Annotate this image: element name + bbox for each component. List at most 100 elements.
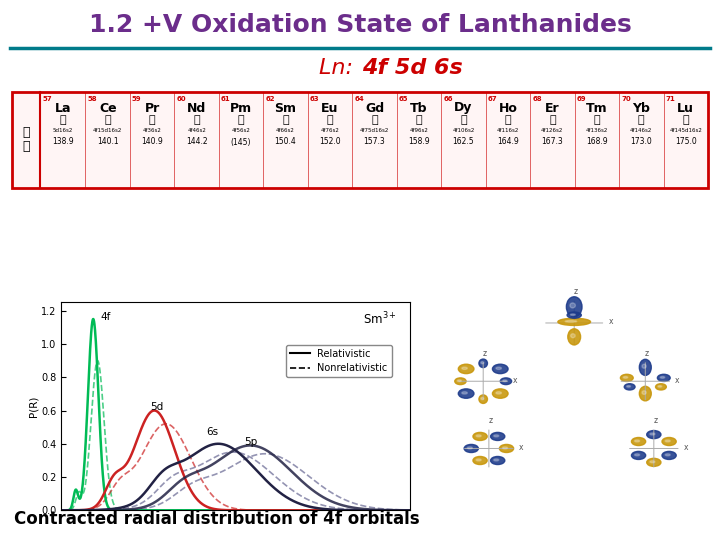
Text: 5p: 5p: [245, 437, 258, 447]
Text: Pr: Pr: [145, 102, 160, 114]
Ellipse shape: [558, 318, 590, 326]
Text: 63: 63: [310, 96, 320, 102]
Text: 镱: 镱: [638, 115, 644, 125]
Text: Lu: Lu: [678, 102, 694, 114]
Text: 65: 65: [399, 96, 408, 102]
Text: Tm: Tm: [586, 102, 608, 114]
Text: 镝: 镝: [460, 115, 467, 125]
Text: 4f56s2: 4f56s2: [232, 129, 251, 133]
Ellipse shape: [647, 458, 661, 467]
Text: (145): (145): [231, 138, 251, 146]
Text: 69: 69: [577, 96, 586, 102]
Text: 4f136s2: 4f136s2: [585, 129, 608, 133]
Text: 镧: 镧: [22, 126, 30, 139]
Ellipse shape: [650, 461, 655, 463]
Text: 167.3: 167.3: [541, 138, 563, 146]
Ellipse shape: [464, 444, 478, 453]
Text: 150.4: 150.4: [275, 138, 297, 146]
Ellipse shape: [621, 374, 633, 381]
Ellipse shape: [479, 395, 487, 403]
Text: 58: 58: [87, 96, 97, 102]
Text: Eu: Eu: [321, 102, 338, 114]
Ellipse shape: [492, 389, 508, 399]
Text: Ho: Ho: [498, 102, 518, 114]
Ellipse shape: [455, 378, 466, 384]
Text: 钷: 钷: [238, 115, 244, 125]
Ellipse shape: [660, 376, 665, 379]
Text: 157.3: 157.3: [364, 138, 385, 146]
Text: z: z: [653, 416, 657, 425]
Ellipse shape: [565, 320, 577, 322]
Text: z: z: [482, 349, 487, 357]
Text: 152.0: 152.0: [319, 138, 341, 146]
Ellipse shape: [479, 359, 487, 368]
Text: Nd: Nd: [187, 102, 206, 114]
Text: 4f66s2: 4f66s2: [276, 129, 295, 133]
Ellipse shape: [481, 397, 484, 400]
Text: 4f15d16s2: 4f15d16s2: [93, 129, 122, 133]
Text: 4f 5d 6s: 4f 5d 6s: [362, 58, 463, 78]
Ellipse shape: [503, 380, 507, 382]
Text: x: x: [684, 443, 688, 452]
Text: 68: 68: [532, 96, 541, 102]
Text: Pm: Pm: [230, 102, 252, 114]
Text: 5d16s2: 5d16s2: [53, 129, 73, 133]
Text: 4f46s2: 4f46s2: [187, 129, 206, 133]
Text: x: x: [518, 443, 523, 452]
Ellipse shape: [473, 456, 487, 464]
Ellipse shape: [642, 391, 646, 394]
Text: 4f36s2: 4f36s2: [143, 129, 161, 133]
Text: z: z: [574, 287, 577, 296]
Text: Yb: Yb: [632, 102, 650, 114]
Ellipse shape: [570, 314, 575, 315]
Text: 144.2: 144.2: [186, 138, 207, 146]
Ellipse shape: [642, 364, 646, 368]
Ellipse shape: [567, 312, 581, 318]
Ellipse shape: [490, 433, 505, 441]
Text: Dy: Dy: [454, 102, 472, 114]
Ellipse shape: [494, 459, 499, 461]
Text: 62: 62: [266, 96, 275, 102]
Text: 钬: 钬: [505, 115, 511, 125]
Ellipse shape: [500, 378, 512, 384]
Text: Contracted radial distribution of 4f orbitals: Contracted radial distribution of 4f orb…: [14, 510, 420, 528]
Ellipse shape: [462, 367, 467, 369]
Text: 59: 59: [132, 96, 142, 102]
Text: Er: Er: [545, 102, 559, 114]
Text: 1.2 +V Oxidation State of Lanthanides: 1.2 +V Oxidation State of Lanthanides: [89, 13, 631, 37]
Text: 4f: 4f: [101, 312, 111, 322]
Text: 175.0: 175.0: [675, 138, 697, 146]
Ellipse shape: [492, 364, 508, 374]
Text: 168.9: 168.9: [586, 138, 608, 146]
Text: 66: 66: [444, 96, 453, 102]
Ellipse shape: [658, 386, 662, 387]
Ellipse shape: [626, 386, 631, 387]
Ellipse shape: [571, 334, 575, 338]
Text: 4f116s2: 4f116s2: [497, 129, 519, 133]
Text: z: z: [488, 416, 492, 425]
Ellipse shape: [476, 435, 481, 437]
Ellipse shape: [500, 444, 513, 453]
Ellipse shape: [459, 364, 474, 374]
Ellipse shape: [631, 451, 646, 460]
Ellipse shape: [473, 433, 487, 441]
Ellipse shape: [639, 386, 652, 401]
Text: Ln:: Ln:: [319, 58, 360, 78]
Ellipse shape: [462, 392, 467, 394]
Text: La: La: [55, 102, 71, 114]
Text: 4f96s2: 4f96s2: [410, 129, 428, 133]
Text: 4f106s2: 4f106s2: [452, 129, 474, 133]
Text: x: x: [608, 318, 613, 326]
Y-axis label: P(R): P(R): [28, 396, 38, 417]
FancyBboxPatch shape: [12, 92, 708, 188]
Text: 67: 67: [487, 96, 498, 102]
Text: z: z: [644, 349, 649, 357]
Text: Gd: Gd: [365, 102, 384, 114]
Ellipse shape: [494, 435, 499, 437]
Text: 6s: 6s: [207, 427, 219, 437]
Text: 70: 70: [621, 96, 631, 102]
Ellipse shape: [665, 454, 670, 456]
Ellipse shape: [567, 297, 582, 317]
Text: 4f145d16s2: 4f145d16s2: [670, 129, 702, 133]
Ellipse shape: [631, 437, 646, 446]
